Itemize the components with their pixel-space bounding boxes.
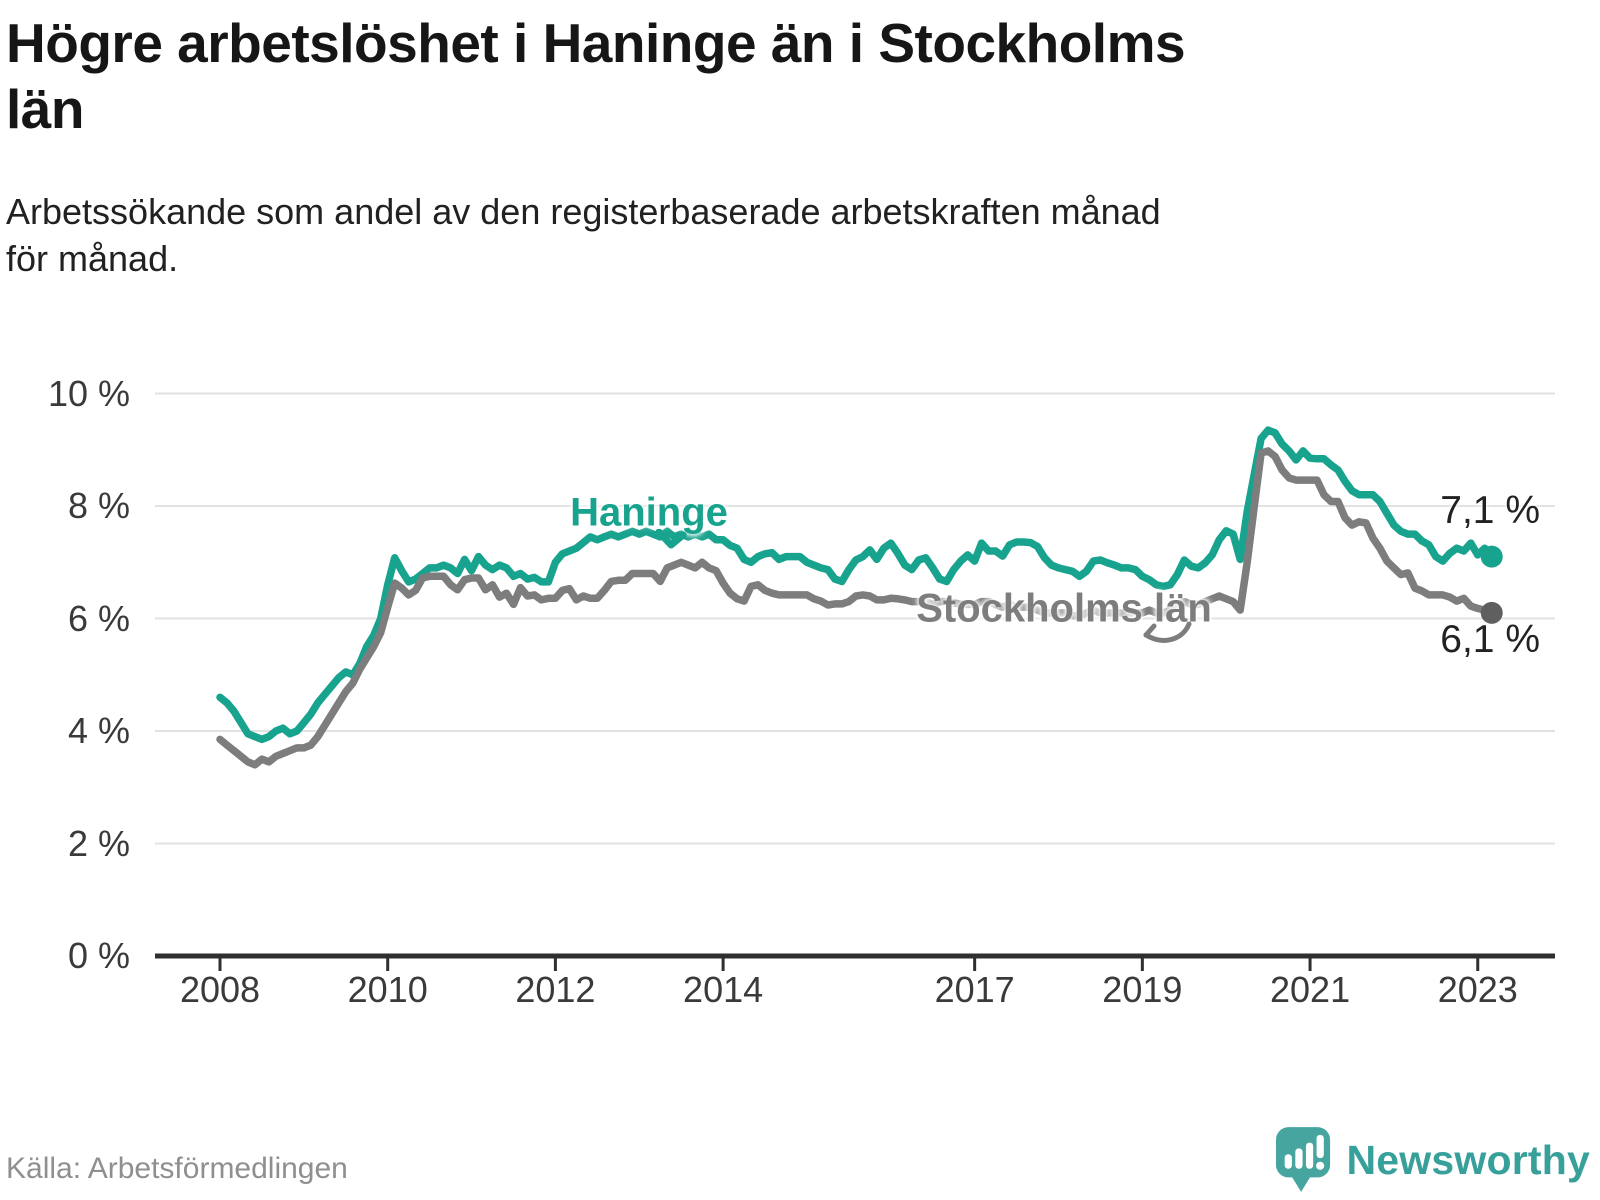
chart-subtitle-line2: för månad. [6, 238, 179, 279]
y-axis-label: 4 % [67, 710, 130, 751]
series-label-stockholm: Stockholms län [916, 586, 1212, 631]
x-axis-label: 2012 [515, 969, 596, 1010]
x-axis-label: 2023 [1437, 969, 1518, 1010]
end-value-haninge: 7,1 % [1440, 489, 1540, 532]
y-axis-label: 2 % [67, 822, 130, 864]
chart-title: Högre arbetslöshet i Haninge än i Stockh… [6, 10, 1436, 142]
chart-title-line2: län [6, 78, 84, 140]
x-axis-label: 2014 [683, 969, 764, 1010]
series-end-dot-haninge [1480, 545, 1503, 568]
x-axis-label: 2019 [1102, 969, 1183, 1010]
series-line-stockholms-l-n [216, 447, 1496, 769]
x-axis-label: 2008 [179, 969, 261, 1010]
end-value-stockholm: 6,1 % [1440, 618, 1540, 661]
newsworthy-logo: Newsworthy [1275, 1126, 1591, 1194]
y-axis-label: 8 % [67, 485, 130, 526]
haninge-arrow-down-icon [655, 529, 687, 549]
source-note: Källa: Arbetsförmedlingen [6, 1152, 348, 1185]
chart-subtitle: Arbetssökande som andel av den registerb… [6, 188, 1566, 282]
newsworthy-logo-icon [1275, 1127, 1330, 1192]
x-axis-label: 2021 [1270, 969, 1351, 1010]
series-end-dot-stockholms-l-n [1480, 601, 1503, 624]
stockholm-curved-arrow-icon [1143, 621, 1192, 643]
series-line-haninge [216, 426, 1496, 744]
y-axis-label: 10 % [47, 372, 130, 414]
y-axis-label: 6 % [67, 597, 130, 639]
chart-title-line1: Högre arbetslöshet i Haninge än i Stockh… [6, 12, 1186, 74]
y-axis-label: 0 % [67, 935, 130, 976]
x-axis-label: 2010 [347, 969, 428, 1010]
series-label-haninge: Haninge [570, 490, 728, 535]
x-axis-label: 2017 [934, 969, 1015, 1010]
chart-subtitle-line1: Arbetssökande som andel av den registerb… [6, 191, 1161, 232]
newsworthy-logo-text: Newsworthy [1346, 1136, 1590, 1183]
